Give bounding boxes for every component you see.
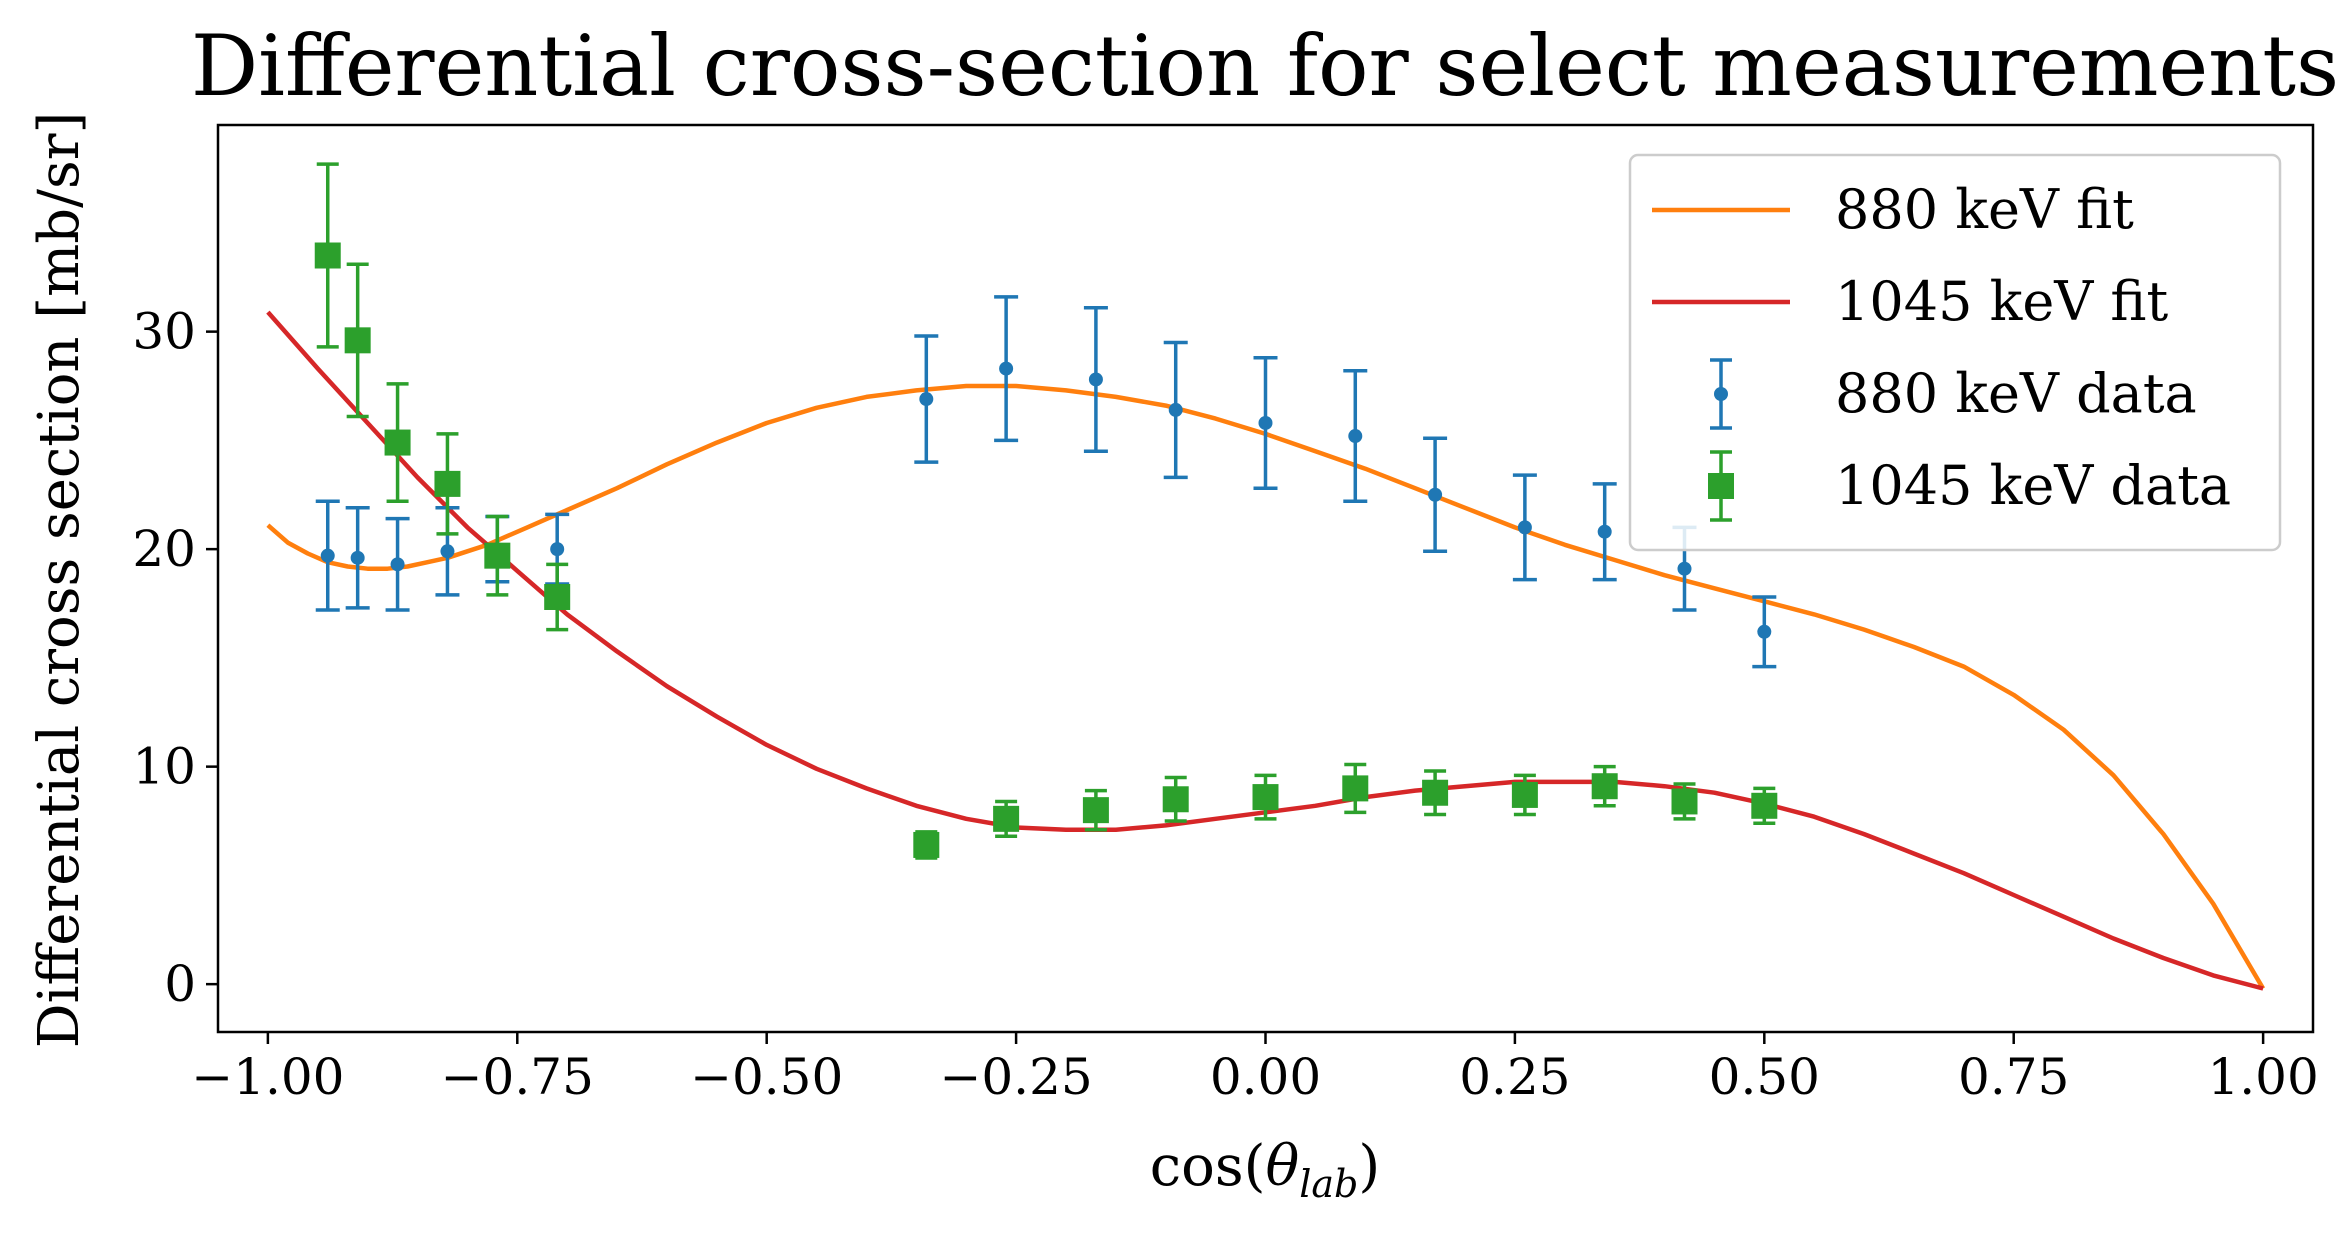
data-point	[1342, 775, 1369, 802]
data-point	[384, 429, 411, 456]
data-point	[550, 542, 565, 557]
y-tick-label: 0	[164, 955, 196, 1013]
x-tick-label: 1.00	[2207, 1048, 2318, 1106]
data-point	[1677, 561, 1692, 576]
legend-item-fit880: 880 keV fit	[1652, 178, 2134, 241]
data-point	[1422, 779, 1449, 806]
y-tick-label: 30	[132, 303, 196, 361]
series-data1045	[314, 162, 1778, 860]
x-axis-label-close: )	[1358, 1134, 1380, 1199]
x-axis-label-theta: θ	[1265, 1134, 1299, 1199]
axes: −1.00 −0.75 −0.50 −0.25 0.00 0.25 0.50 0.75 1.00…	[132, 303, 2318, 1106]
x-tick-label: 0.00	[1210, 1048, 1321, 1106]
legend-item-data880: 880 keV data	[1710, 358, 2197, 430]
legend-box	[1628, 153, 2282, 552]
legend-label: 1045 keV data	[1835, 454, 2231, 517]
x-tick-label: 0.25	[1459, 1048, 1570, 1106]
x-tick-label: 0.50	[1709, 1048, 1820, 1106]
data-point	[484, 542, 511, 569]
x-tick-label: −0.75	[441, 1048, 594, 1106]
data-point	[1088, 372, 1103, 387]
legend-label: 1045 keV fit	[1835, 270, 2168, 333]
y-tick-label: 20	[132, 520, 196, 578]
data-point	[1168, 402, 1183, 417]
data-point	[1597, 524, 1612, 539]
x-tick-label: −0.50	[690, 1048, 843, 1106]
data-point	[1258, 415, 1273, 430]
data-point	[544, 583, 571, 610]
data-point	[1751, 792, 1778, 819]
data-point	[1591, 773, 1618, 800]
x-tick-label: 0.75	[1958, 1048, 2069, 1106]
data-point	[919, 392, 934, 407]
data-point	[999, 361, 1014, 376]
data-point	[1517, 520, 1532, 535]
legend: 880 keV fit 1045 keV fit 880 keV data 1045 …	[1628, 153, 2282, 552]
data-point	[440, 544, 455, 559]
data-point	[1511, 781, 1538, 808]
data-point	[1428, 487, 1443, 502]
data-point	[1252, 784, 1279, 811]
data-point	[434, 470, 461, 497]
x-tick-label: −1.00	[191, 1048, 344, 1106]
legend-swatch-marker	[1708, 473, 1734, 499]
chart-title: Differential cross-section for select me…	[191, 17, 2337, 115]
data-point	[1162, 786, 1189, 813]
data-point	[913, 831, 940, 858]
x-tick-label: −0.25	[939, 1048, 1092, 1106]
x-axis-label: cos(θlab)	[1150, 1134, 1380, 1206]
legend-label: 880 keV fit	[1835, 178, 2134, 241]
legend-swatch-marker	[1714, 387, 1728, 401]
series-line-fit880	[266, 383, 2266, 990]
data-point	[1671, 788, 1698, 815]
data-point	[344, 327, 371, 354]
data-point	[350, 550, 365, 565]
y-tick-label: 10	[132, 738, 196, 796]
y-axis-label: Differential cross section [mb/sr]	[27, 112, 92, 1049]
data-point	[320, 548, 335, 563]
legend-item-data1045: 1045 keV data	[1708, 450, 2231, 522]
data-point	[390, 557, 405, 572]
data-point	[1757, 624, 1772, 639]
data-point	[1348, 429, 1363, 444]
data-point	[993, 805, 1020, 832]
x-axis-label-subscript: lab	[1299, 1162, 1358, 1206]
legend-item-fit1045: 1045 keV fit	[1652, 270, 2168, 333]
x-axis-label-base: cos(	[1150, 1134, 1266, 1199]
plot-area	[266, 162, 2266, 991]
data-point	[1082, 797, 1109, 824]
data-point	[314, 242, 341, 269]
legend-label: 880 keV data	[1835, 362, 2197, 425]
